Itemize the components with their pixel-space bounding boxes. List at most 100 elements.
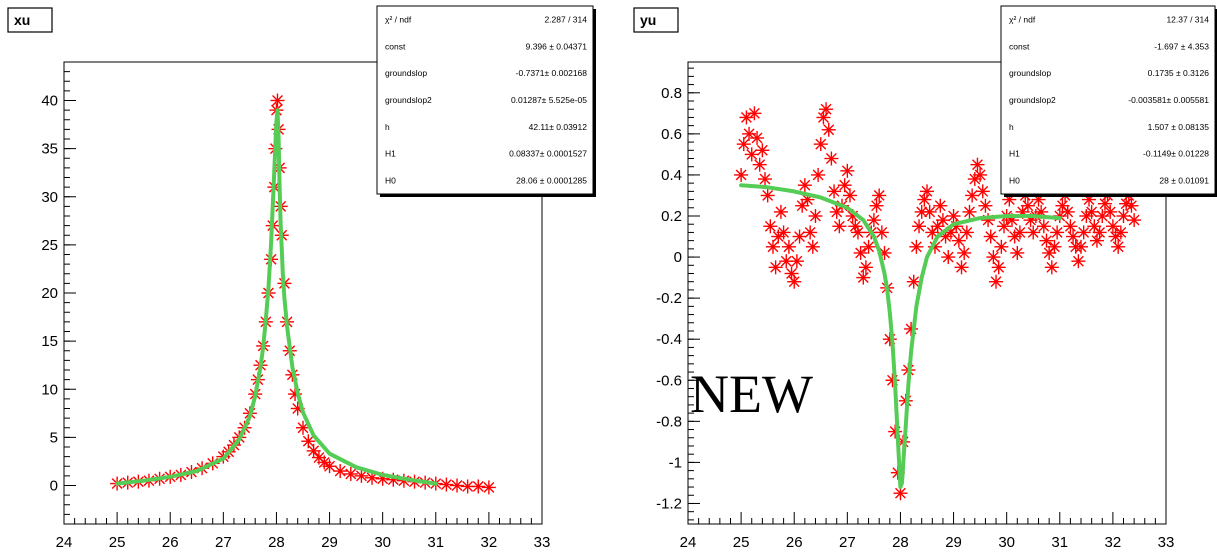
data-point bbox=[920, 184, 934, 199]
stat-name: h bbox=[1009, 122, 1014, 132]
stat-name: h bbox=[385, 122, 390, 132]
data-point bbox=[888, 424, 903, 439]
stat-name: groundslop2 bbox=[385, 95, 432, 105]
title-box bbox=[633, 7, 679, 33]
data-point bbox=[1103, 204, 1118, 219]
data-point bbox=[797, 178, 812, 193]
data-point bbox=[821, 122, 836, 137]
data-point bbox=[1113, 225, 1128, 240]
y-tick-label: 0.8 bbox=[661, 85, 682, 102]
x-tick-label: 29 bbox=[945, 534, 962, 551]
data-point bbox=[1039, 233, 1054, 248]
data-point bbox=[1012, 225, 1027, 240]
data-point bbox=[1044, 260, 1059, 275]
x-tick-label: 28 bbox=[892, 534, 909, 551]
data-point bbox=[1092, 225, 1107, 240]
stat-value: -0.1149± 0.01228 bbox=[1143, 149, 1209, 159]
y-tick-label: -1.2 bbox=[656, 495, 682, 512]
chart-panel-xu: xu 24 25 26 27 28 29 30 31 32 33 0 5 10 15 20 25 30 35 40 χ²… bbox=[7, 5, 596, 551]
stat-value: 1.507 ± 0.08135 bbox=[1148, 122, 1210, 132]
data-point bbox=[750, 130, 765, 145]
data-point bbox=[869, 198, 884, 213]
y-tick-label: -0.2 bbox=[656, 290, 682, 307]
data-point bbox=[983, 229, 998, 244]
data-point bbox=[742, 126, 757, 141]
data-point bbox=[997, 219, 1012, 234]
stat-value: -1.697 ± 4.353 bbox=[1154, 41, 1209, 51]
data-point bbox=[460, 479, 475, 494]
data-point bbox=[832, 219, 847, 234]
stat-name: χ² / ndf bbox=[385, 14, 412, 24]
data-point bbox=[803, 225, 818, 240]
chart-title: yu bbox=[640, 12, 656, 28]
stat-name: H1 bbox=[1009, 149, 1020, 159]
data-point bbox=[1127, 213, 1142, 228]
data-point bbox=[1010, 245, 1025, 260]
data-point bbox=[744, 147, 759, 162]
data-point bbox=[736, 137, 751, 152]
data-point bbox=[858, 260, 873, 275]
data-point bbox=[970, 157, 985, 172]
x-tick-label: 29 bbox=[321, 534, 338, 551]
plot-frame bbox=[687, 61, 1167, 525]
data-point bbox=[824, 151, 839, 166]
data-point bbox=[973, 167, 988, 182]
data-point bbox=[1026, 225, 1041, 240]
data-point bbox=[885, 373, 900, 388]
x-tick-label: 24 bbox=[680, 534, 697, 551]
data-point bbox=[906, 274, 921, 289]
data-point bbox=[827, 184, 842, 199]
data-point bbox=[439, 477, 454, 492]
data-point bbox=[301, 434, 316, 449]
data-point bbox=[1066, 229, 1081, 244]
data-point bbox=[805, 239, 820, 254]
data-point bbox=[1111, 239, 1126, 254]
data-point bbox=[1105, 219, 1120, 234]
overlay-new-label: NEW bbox=[690, 364, 813, 424]
data-point bbox=[789, 254, 804, 269]
stat-value: 0.1735 ± 0.3126 bbox=[1148, 68, 1210, 78]
data-point bbox=[760, 188, 775, 203]
stat-name: groundslop2 bbox=[1009, 95, 1056, 105]
stats-box: χ² / ndf 12.37 / 314 const -1.697 ± 4.353 gr… bbox=[1000, 5, 1217, 197]
data-point bbox=[914, 204, 929, 219]
data-point bbox=[322, 459, 337, 474]
data-point bbox=[1036, 219, 1051, 234]
x-tick-label: 31 bbox=[427, 534, 444, 551]
x-tick-label: 25 bbox=[109, 534, 126, 551]
data-point bbox=[975, 184, 990, 199]
y-tick-label: 30 bbox=[41, 189, 58, 206]
data-point bbox=[837, 178, 852, 193]
y-tick-label: -0.8 bbox=[656, 413, 682, 430]
stat-value: 12.37 / 314 bbox=[1166, 14, 1209, 24]
y-tick-label: 0.6 bbox=[661, 126, 682, 143]
stat-value: -0.003581± 0.005581 bbox=[1128, 95, 1209, 105]
data-point bbox=[306, 443, 321, 458]
stat-name: H0 bbox=[385, 176, 396, 186]
data-point bbox=[819, 102, 834, 117]
stat-name: H0 bbox=[1009, 176, 1020, 186]
data-point bbox=[853, 245, 868, 260]
data-point bbox=[771, 229, 786, 244]
data-point bbox=[787, 274, 802, 289]
data-point bbox=[872, 188, 887, 203]
data-point bbox=[965, 188, 980, 203]
y-tick-label: 0 bbox=[50, 478, 58, 495]
x-tick-label: 26 bbox=[786, 534, 803, 551]
y-tick-label: 0.2 bbox=[661, 208, 682, 225]
data-point bbox=[270, 93, 285, 108]
data-point bbox=[758, 172, 773, 187]
y-tick-label: 35 bbox=[41, 141, 58, 158]
y-tick-label: 25 bbox=[41, 237, 58, 254]
stat-value: -0.7371± 0.002168 bbox=[516, 68, 588, 78]
data-point bbox=[747, 106, 762, 121]
stats-panel bbox=[1000, 5, 1216, 195]
data-point bbox=[1060, 204, 1075, 219]
data-point bbox=[986, 250, 1001, 265]
x-tick-label: 31 bbox=[1051, 534, 1068, 551]
y-tick-label: 0.4 bbox=[661, 167, 682, 184]
stat-value: 0.08337± 0.0001527 bbox=[509, 149, 587, 159]
stat-name: const bbox=[385, 41, 406, 51]
y-tick-label: 5 bbox=[50, 429, 58, 446]
